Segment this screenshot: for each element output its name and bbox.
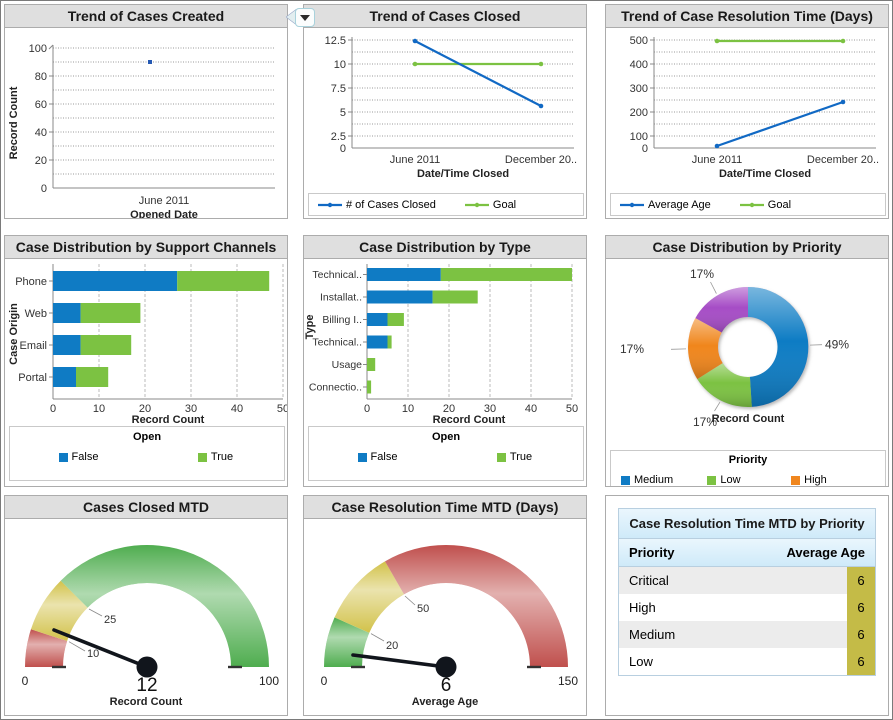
svg-text:Technical..: Technical..: [312, 269, 362, 281]
svg-text:60: 60: [35, 99, 47, 111]
svg-text:100: 100: [630, 131, 648, 143]
svg-text:7.5: 7.5: [331, 83, 346, 95]
svg-text:100: 100: [29, 43, 47, 55]
svg-text:Portal: Portal: [18, 372, 47, 384]
svg-text:150: 150: [558, 674, 578, 688]
svg-text:50: 50: [566, 403, 578, 415]
svg-text:0: 0: [321, 674, 328, 688]
svg-text:Record Count: Record Count: [132, 414, 205, 424]
svg-text:Billing I..: Billing I..: [322, 314, 362, 326]
svg-text:12: 12: [136, 675, 157, 691]
svg-text:49%: 49%: [825, 338, 849, 352]
svg-text:Record Count: Record Count: [712, 413, 785, 425]
svg-text:25: 25: [104, 614, 116, 626]
svg-text:50: 50: [277, 403, 288, 415]
svg-text:17%: 17%: [690, 267, 714, 281]
svg-text:December 20..: December 20..: [505, 154, 577, 166]
svg-text:300: 300: [630, 83, 648, 95]
svg-text:June 2011: June 2011: [692, 154, 743, 166]
svg-text:Record Count: Record Count: [8, 86, 20, 159]
svg-text:12.5: 12.5: [325, 35, 346, 47]
svg-text:Installat..: Installat..: [320, 292, 362, 304]
svg-text:June 2011: June 2011: [390, 154, 441, 166]
svg-text:0: 0: [50, 403, 56, 415]
svg-text:Type: Type: [304, 315, 316, 340]
svg-text:Date/Time Closed: Date/Time Closed: [417, 168, 509, 180]
svg-text:200: 200: [630, 107, 648, 119]
svg-text:Web: Web: [25, 308, 47, 320]
svg-text:80: 80: [35, 71, 47, 83]
svg-text:17%: 17%: [620, 342, 644, 356]
svg-text:Record Count: Record Count: [433, 414, 506, 424]
svg-text:40: 40: [525, 403, 537, 415]
svg-text:0: 0: [364, 403, 370, 415]
svg-text:Connectio..: Connectio..: [309, 382, 362, 394]
svg-text:5: 5: [340, 107, 346, 119]
svg-text:Technical..: Technical..: [312, 337, 362, 349]
svg-text:500: 500: [630, 35, 648, 47]
svg-text:10: 10: [334, 59, 346, 71]
svg-text:0: 0: [41, 183, 47, 195]
svg-text:June 2011: June 2011: [139, 195, 190, 207]
svg-text:10: 10: [93, 403, 105, 415]
svg-text:Usage: Usage: [332, 359, 363, 371]
svg-text:2.5: 2.5: [331, 131, 346, 143]
svg-text:0: 0: [642, 143, 648, 155]
svg-text:0: 0: [340, 143, 346, 155]
svg-text:December 20..: December 20..: [807, 154, 879, 166]
svg-text:10: 10: [402, 403, 414, 415]
svg-text:50: 50: [417, 603, 429, 615]
svg-text:20: 20: [386, 640, 398, 652]
svg-text:0: 0: [22, 674, 29, 688]
svg-text:10: 10: [87, 648, 99, 660]
svg-text:Case Origin: Case Origin: [8, 303, 20, 365]
svg-text:6: 6: [441, 675, 452, 691]
svg-text:Email: Email: [19, 340, 47, 352]
svg-text:Opened Date: Opened Date: [130, 209, 198, 219]
svg-text:400: 400: [630, 59, 648, 71]
svg-text:20: 20: [35, 155, 47, 167]
svg-text:40: 40: [35, 127, 47, 139]
svg-text:Phone: Phone: [15, 276, 47, 288]
svg-text:100: 100: [259, 674, 279, 688]
svg-text:Date/Time Closed: Date/Time Closed: [719, 168, 811, 180]
svg-text:40: 40: [231, 403, 243, 415]
